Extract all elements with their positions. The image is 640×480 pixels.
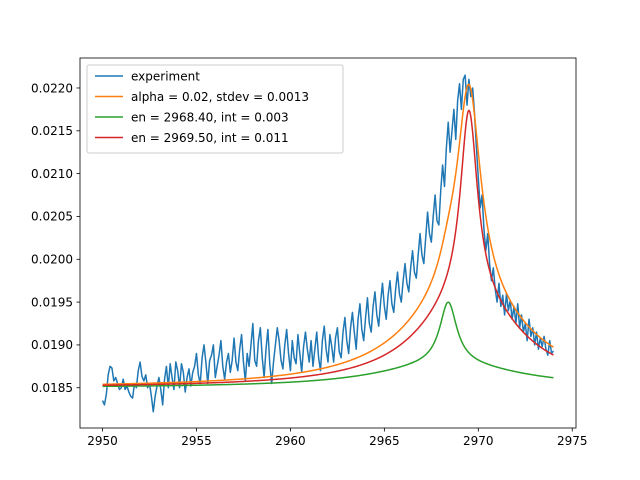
- x-tick-label: 2960: [275, 434, 306, 448]
- legend-label-1: alpha = 0.02, stdev = 0.0013: [131, 90, 309, 104]
- y-tick-label: 0.0195: [31, 295, 73, 309]
- series-layer: [101, 74, 555, 413]
- x-axis: 2950 2955 2960 2965 2970 2975: [87, 428, 588, 448]
- y-tick-label: 0.0185: [31, 381, 73, 395]
- series-line-0: [101, 74, 555, 413]
- y-tick-label: 0.0215: [31, 124, 73, 138]
- axes-frame: [79, 57, 577, 429]
- x-tick-label: 2950: [87, 434, 118, 448]
- y-axis: 0.0185 0.0190 0.0195 0.0200 0.0205 0.0210 0.02…: [31, 81, 80, 395]
- series-line-3: [102, 109, 554, 387]
- x-tick-label: 2975: [557, 434, 588, 448]
- series-line-2: [102, 301, 554, 388]
- y-tick-label: 0.0190: [31, 338, 73, 352]
- legend-box: [86, 64, 344, 154]
- series-line-1: [102, 83, 554, 386]
- y-tick-label: 0.0210: [31, 167, 73, 181]
- y-tick-label: 0.0200: [31, 253, 73, 267]
- legend-label-2: en = 2968.40, int = 0.003: [131, 110, 289, 124]
- legend-label-3: en = 2969.50, int = 0.011: [131, 131, 289, 145]
- y-tick-label: 0.0220: [31, 81, 73, 95]
- x-tick-label: 2970: [463, 434, 494, 448]
- legend-label-0: experiment: [131, 69, 200, 83]
- x-tick-label: 2955: [181, 434, 212, 448]
- y-tick-label: 0.0205: [31, 210, 73, 224]
- legend: experiment alpha = 0.02, stdev = 0.0013 en…: [86, 64, 344, 154]
- x-tick-label: 2965: [369, 434, 400, 448]
